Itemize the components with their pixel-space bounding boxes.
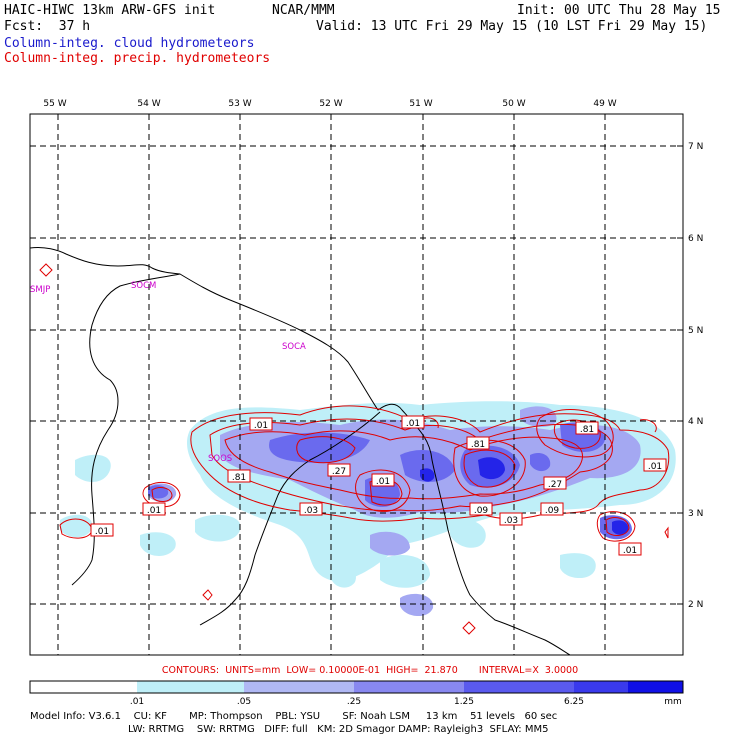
station-label: SOCA (282, 342, 306, 352)
lon-label: 55 W (43, 99, 66, 109)
lat-label: 5 N (688, 326, 703, 336)
contour-label: .03 (304, 506, 318, 516)
contour-label: .01 (95, 527, 109, 537)
model-info-line1: Model Info: V3.6.1 CU: KF MP: Thompson P… (30, 711, 558, 722)
init-time: Init: 00 UTC Thu 28 May 15 (517, 3, 721, 18)
organization: NCAR/MMM (272, 3, 335, 18)
contour-label: .81 (232, 473, 246, 483)
colorbar-tick-label: .25 (347, 697, 361, 707)
colorbar-tick-label: .01 (130, 697, 144, 707)
colorbar-unit: mm (664, 697, 682, 707)
contours-interval: INTERVAL=X 3.0000 (478, 665, 579, 676)
lat-label: 3 N (688, 509, 703, 519)
contour-label: .27 (332, 467, 346, 477)
station-label: SMJP (30, 285, 50, 295)
contours-units: UNITS=mm (225, 665, 281, 676)
cloud-shading (60, 401, 676, 617)
colorbar-tick-label: .05 (237, 697, 251, 707)
lon-label: 53 W (228, 99, 251, 109)
contours-label: CONTOURS: (161, 665, 220, 676)
contour-label: .01 (406, 419, 420, 429)
latlon-grid (30, 114, 683, 655)
contours-low: LOW= 0.10000E-01 (286, 665, 381, 676)
lat-label: 7 N (688, 142, 703, 152)
contour-label: .01 (623, 546, 637, 556)
lat-label: 2 N (688, 600, 703, 610)
contour-label: .01 (648, 462, 662, 472)
contour-label: .01 (147, 506, 161, 516)
lon-label: 50 W (502, 99, 525, 109)
contour-label: .01 (254, 421, 268, 431)
coastline (29, 247, 571, 656)
contour-label: .01 (376, 477, 390, 487)
contours-high: HIGH= 21.870 (386, 665, 458, 676)
contour-label: .03 (504, 516, 518, 526)
field-title-precip: Column-integ. precip. hydrometeors (4, 51, 271, 66)
lon-label: 54 W (137, 99, 160, 109)
station-label: SOOS (208, 454, 232, 464)
contour-label: .09 (545, 506, 560, 516)
lat-label: 4 N (688, 417, 703, 427)
lon-label: 52 W (319, 99, 342, 109)
colorbar-tick-label: 6.25 (564, 697, 584, 707)
valid-time: Valid: 13 UTC Fri 29 May 15 (10 LST Fri … (316, 19, 708, 34)
colorbar (29, 680, 684, 694)
contour-label: .27 (548, 480, 562, 490)
contour-label: .81 (580, 425, 594, 435)
station-label: SOCM (131, 281, 156, 291)
field-title-cloud: Column-integ. cloud hydrometeors (4, 36, 255, 51)
contours-info: CONTOURS: UNITS=mm LOW= 0.10000E-01 HIGH… (0, 665, 740, 676)
model-info-line2: LW: RRTMG SW: RRTMG DIFF: full KM: 2D Sm… (128, 724, 549, 735)
contour-label: .09 (474, 506, 489, 516)
contour-label: .81 (471, 440, 485, 450)
lat-label: 6 N (688, 234, 703, 244)
lon-label: 49 W (593, 99, 616, 109)
model-title: HAIC-HIWC 13km ARW-GFS init (4, 3, 216, 18)
forecast-hour: Fcst: 37 h (4, 19, 91, 34)
lon-label: 51 W (409, 99, 432, 109)
contour-labels: .01 .01 .81 .27 .01 .01 .81 .81 .01 .27 … (90, 415, 667, 556)
colorbar-tick-label: 1.25 (454, 697, 474, 707)
